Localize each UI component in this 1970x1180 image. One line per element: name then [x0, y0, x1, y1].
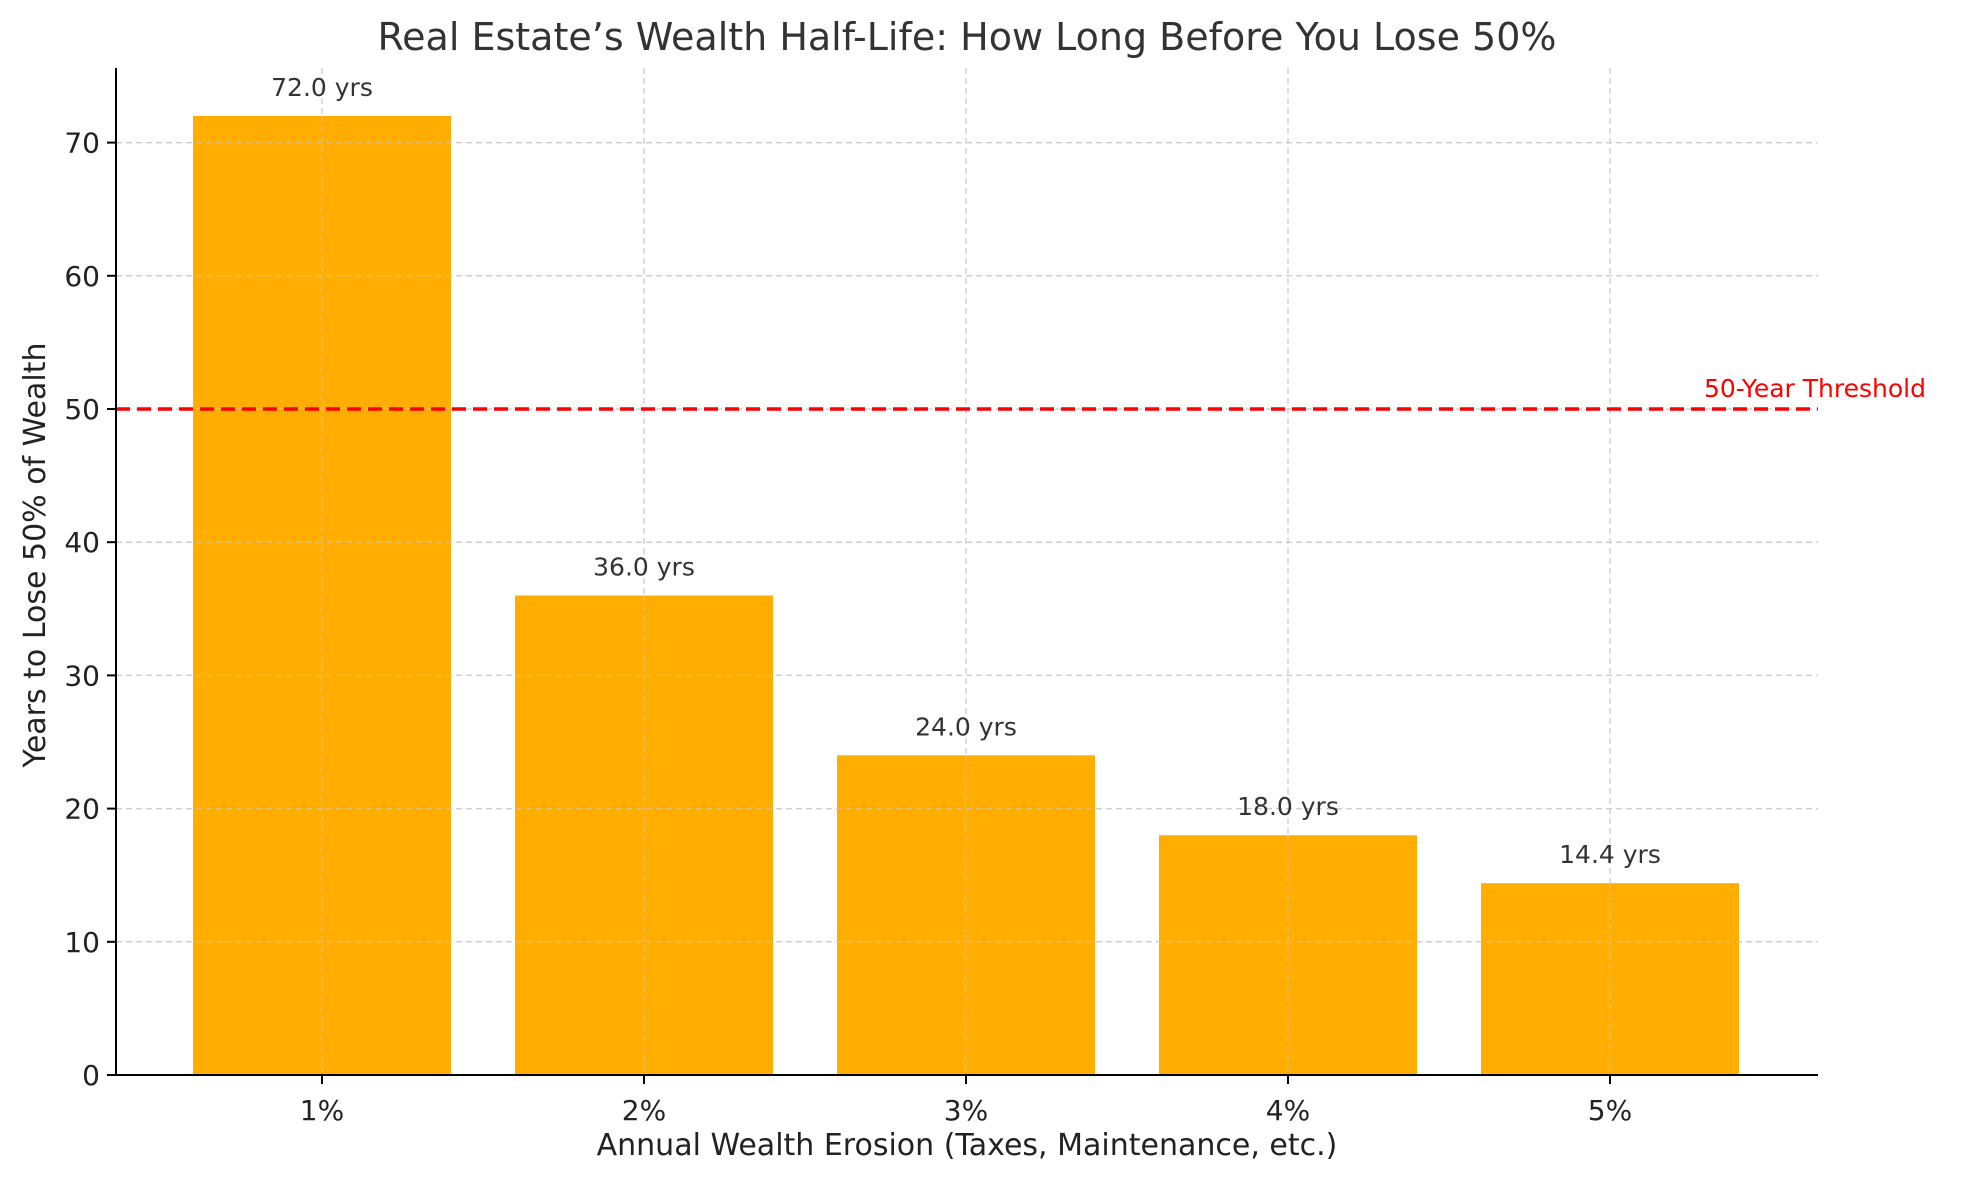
threshold-label: 50-Year Threshold — [1704, 374, 1926, 403]
bar-value-label: 14.4 yrs — [1559, 840, 1661, 869]
y-tick-label: 10 — [64, 926, 100, 959]
y-axis-title: Years to Lose 50% of Wealth — [18, 342, 53, 768]
x-tick-label: 4% — [1266, 1094, 1310, 1127]
y-tick-label: 60 — [64, 260, 100, 293]
reference-line-group: 50-Year Threshold — [116, 374, 1926, 411]
bar — [1159, 835, 1417, 1075]
bars — [116, 115, 1818, 1075]
y-tick-label: 0 — [82, 1059, 100, 1092]
bar-value-label: 24.0 yrs — [915, 712, 1017, 741]
x-tick-labels: 1% 2% 3% 4% 5% — [300, 1075, 1632, 1127]
y-tick-labels: 0 10 20 30 40 50 60 70 — [64, 127, 116, 1092]
y-tick-label: 20 — [64, 793, 100, 826]
x-tick-label: 5% — [1588, 1094, 1632, 1127]
data-labels: 72.0 yrs 36.0 yrs 24.0 yrs 18.0 yrs 14.4 yrs — [271, 73, 1661, 869]
bar-value-label: 36.0 yrs — [593, 552, 695, 581]
y-tick-label: 30 — [64, 659, 100, 692]
bar-value-label: 18.0 yrs — [1237, 792, 1339, 821]
y-tick-label: 40 — [64, 526, 100, 559]
y-tick-label: 50 — [64, 393, 100, 426]
x-tick-label: 1% — [300, 1094, 344, 1127]
x-tick-label: 3% — [944, 1094, 988, 1127]
y-tick-label: 70 — [64, 127, 100, 160]
chart-title: Real Estate’s Wealth Half-Life: How Long… — [377, 15, 1556, 59]
bar-value-label: 72.0 yrs — [271, 73, 373, 102]
x-tick-label: 2% — [622, 1094, 666, 1127]
x-axis-title: Annual Wealth Erosion (Taxes, Maintenanc… — [597, 1128, 1338, 1163]
